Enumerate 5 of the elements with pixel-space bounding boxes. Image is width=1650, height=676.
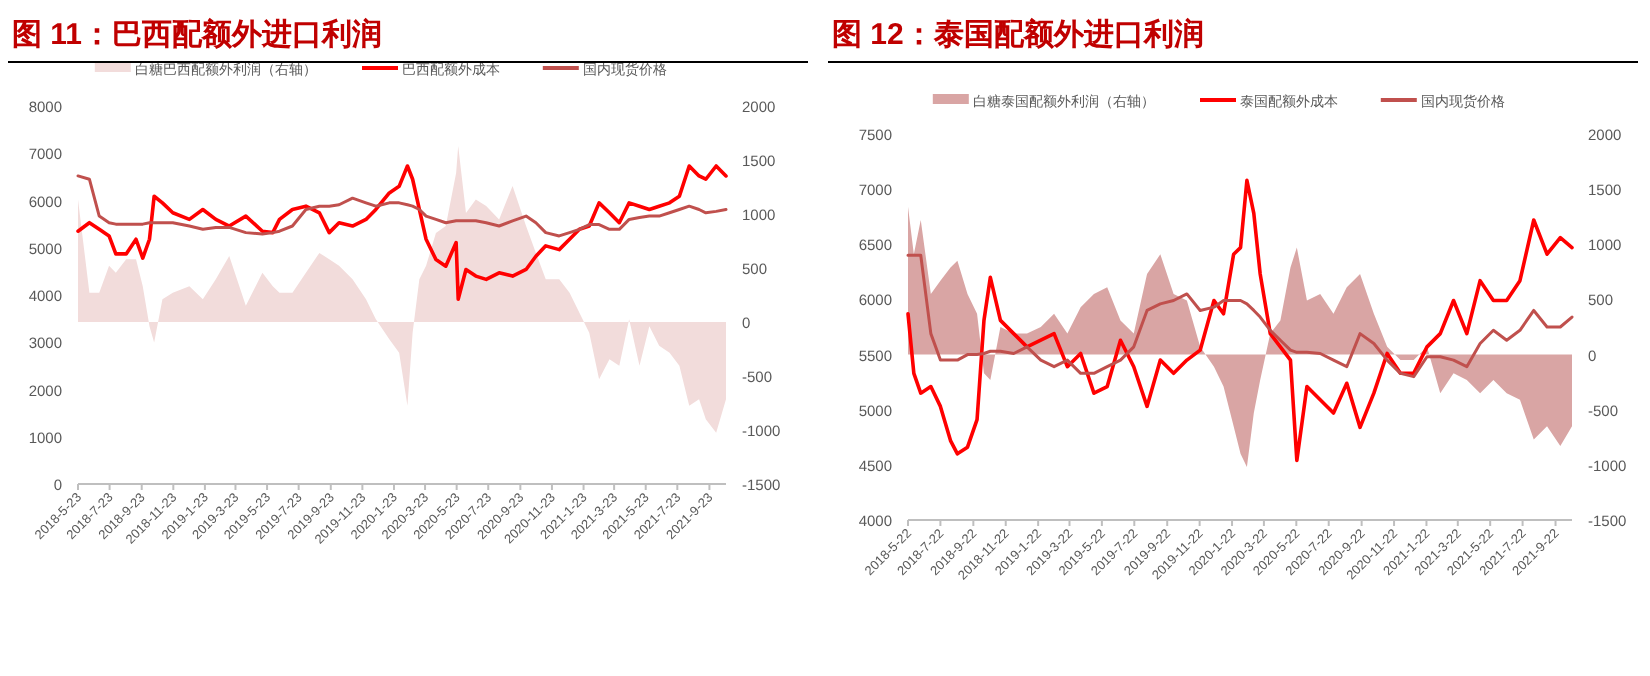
line-series	[76, 164, 728, 302]
chart-title: 图 12：泰国配额外进口利润	[832, 16, 1204, 52]
chart-title: 图 11：巴西配额外进口利润	[12, 16, 383, 52]
line-series	[76, 174, 728, 238]
line-series	[906, 253, 1574, 379]
